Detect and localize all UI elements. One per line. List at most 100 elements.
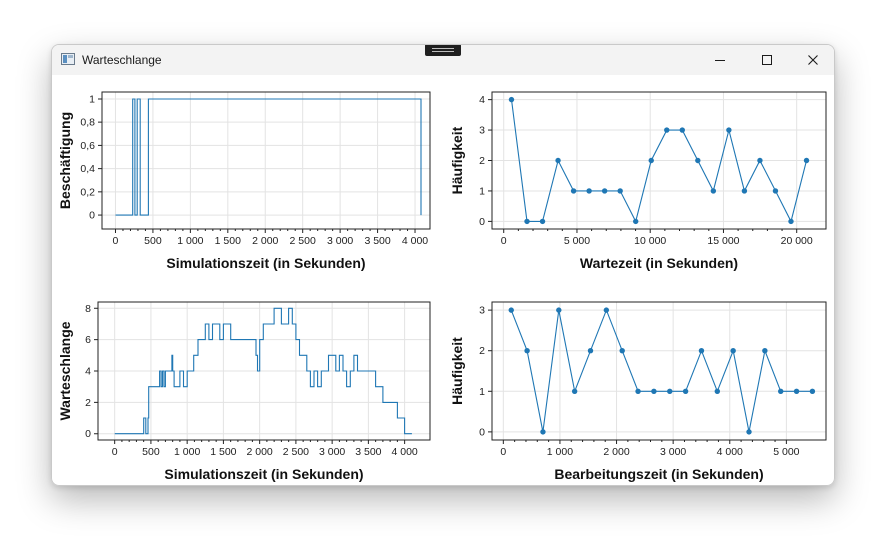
y-tick-label: 0 (479, 426, 485, 438)
x-tick-label: 2 500 (290, 235, 316, 247)
data-point (587, 348, 594, 354)
data-point (648, 157, 654, 164)
y-tick-label: 0,8 (80, 117, 95, 129)
x-tick-label: 1 000 (177, 235, 203, 247)
busy-chart: 0 500 1 000 1 500 2 000 2 500 3 000 3 500 4 000 0… (57, 91, 431, 271)
maximize-icon (762, 55, 772, 65)
data-point (809, 388, 816, 394)
data-point (793, 388, 800, 394)
y-axis-label: Beschäftigung (57, 112, 73, 209)
y-tick-label: 2 (479, 155, 485, 167)
window-title: Warteschlange (82, 53, 162, 67)
data-point (617, 188, 623, 194)
x-tick-label: 3 000 (660, 446, 686, 458)
data-point (508, 307, 514, 313)
data-point (762, 348, 768, 354)
x-tick-label: 3 500 (355, 446, 381, 458)
data-point (698, 348, 705, 354)
x-tick-label: 500 (142, 446, 160, 458)
y-tick-label: 1 (479, 386, 485, 398)
x-tick-label: 4 000 (391, 446, 417, 458)
y-tick-label: 1 (89, 93, 95, 105)
x-tick-label: 2 000 (603, 446, 629, 458)
y-tick-label: 0 (89, 210, 95, 222)
data-point (619, 348, 625, 354)
data-point (682, 388, 689, 394)
series-line (115, 98, 422, 216)
data-point (778, 388, 784, 394)
y-tick-label: 3 (479, 125, 485, 137)
x-tick-label: 3 000 (319, 446, 345, 458)
y-tick-label: 2 (85, 397, 91, 409)
x-axis-label: Wartezeit (in Sekunden) (580, 255, 738, 271)
minimize-icon (715, 60, 725, 61)
x-tick-label: 5 000 (564, 235, 590, 247)
title-bar[interactable]: Warteschlange (52, 45, 834, 75)
x-tick-label: 2 000 (247, 446, 273, 458)
data-point (508, 96, 515, 103)
x-axis-label: Simulationszeit (in Sekunden) (166, 255, 365, 271)
data-point (788, 218, 794, 225)
data-point (803, 157, 810, 164)
series-line (114, 307, 412, 435)
x-tick-label: 5 000 (773, 446, 799, 458)
x-tick-label: 0 (113, 235, 119, 247)
y-tick-label: 1 (479, 185, 485, 197)
maximize-button[interactable] (744, 45, 790, 75)
y-axis-label: Warteschlange (57, 321, 73, 420)
x-tick-label: 4 000 (402, 235, 428, 247)
x-axis-label: Simulationszeit (in Sekunden) (164, 466, 363, 482)
x-tick-label: 3 500 (364, 235, 390, 247)
snap-grip[interactable] (425, 45, 461, 56)
data-point (651, 388, 657, 394)
plot-frame (101, 91, 431, 230)
data-point (555, 157, 561, 164)
x-axis-label: Bearbeitungszeit (in Sekunden) (554, 466, 763, 482)
data-point (603, 307, 610, 313)
x-tick-label: 2 500 (283, 446, 309, 458)
data-point (664, 127, 670, 133)
y-tick-label: 4 (479, 94, 485, 106)
y-tick-label: 0,4 (80, 163, 95, 175)
y-tick-label: 0,2 (80, 186, 95, 198)
wait-time-histogram: 0 5 000 10 000 15 000 20 000 0 1 2 3 4 Wartezeit (… (449, 91, 827, 271)
x-tick-label: 10 000 (634, 235, 666, 247)
minimize-button[interactable] (697, 45, 743, 75)
y-tick-label: 8 (85, 303, 91, 315)
data-point (730, 348, 736, 354)
y-tick-label: 6 (85, 334, 91, 346)
y-tick-label: 0 (479, 216, 485, 228)
data-point (586, 188, 592, 194)
data-point (540, 429, 546, 435)
x-tick-label: 1 500 (215, 235, 241, 247)
series-line (510, 99, 808, 223)
x-tick-label: 3 000 (327, 235, 353, 247)
x-tick-label: 4 000 (717, 446, 743, 458)
x-tick-label: 20 000 (781, 235, 813, 247)
close-button[interactable] (790, 45, 834, 75)
plot-frame (491, 301, 827, 441)
data-point (601, 188, 608, 194)
data-point (695, 157, 701, 164)
y-axis-label: Häufigkeit (449, 337, 465, 405)
y-tick-label: 0,6 (80, 140, 95, 152)
data-point (741, 188, 748, 194)
data-point (524, 218, 530, 225)
data-point (633, 218, 639, 225)
data-point (556, 307, 562, 313)
data-point (710, 188, 717, 194)
x-tick-label: 0 (501, 235, 507, 247)
x-tick-label: 0 (500, 446, 506, 458)
x-tick-label: 0 (112, 446, 118, 458)
queue-length-chart: 0 500 1 000 1 500 2 000 2 500 3 000 3 500 4 000 0… (57, 301, 431, 482)
y-axis-label: Häufigkeit (449, 126, 465, 194)
x-tick-label: 15 000 (707, 235, 739, 247)
data-point (539, 218, 546, 225)
x-tick-label: 500 (144, 235, 162, 247)
x-tick-label: 2 000 (252, 235, 278, 247)
app-icon (61, 53, 75, 65)
data-point (746, 429, 752, 435)
series-line (510, 308, 813, 433)
x-tick-label: 1 500 (210, 446, 236, 458)
y-tick-label: 0 (85, 428, 91, 440)
